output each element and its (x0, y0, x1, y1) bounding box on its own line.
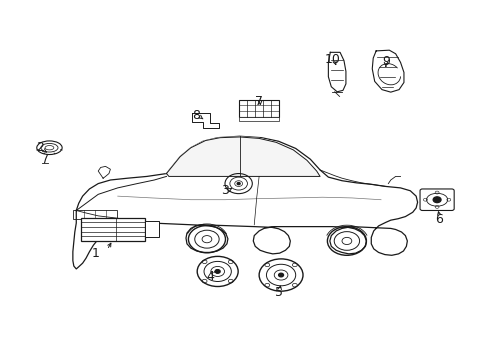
Polygon shape (73, 136, 417, 269)
FancyBboxPatch shape (81, 218, 144, 241)
Text: 1: 1 (92, 247, 100, 260)
Text: 8: 8 (191, 109, 199, 122)
FancyBboxPatch shape (239, 117, 279, 121)
Polygon shape (98, 166, 110, 178)
Polygon shape (371, 50, 403, 92)
Text: 4: 4 (206, 270, 214, 283)
Text: 9: 9 (381, 55, 389, 68)
Text: 5: 5 (274, 287, 282, 300)
Text: 2: 2 (36, 141, 43, 154)
FancyBboxPatch shape (419, 189, 453, 211)
Polygon shape (328, 52, 345, 92)
Circle shape (215, 270, 220, 273)
Circle shape (278, 273, 283, 277)
Text: 7: 7 (255, 95, 263, 108)
Polygon shape (166, 137, 320, 176)
Text: 6: 6 (435, 213, 443, 226)
Circle shape (237, 183, 240, 185)
Text: 10: 10 (324, 53, 340, 66)
FancyBboxPatch shape (239, 100, 279, 117)
Polygon shape (191, 113, 219, 128)
Ellipse shape (37, 141, 62, 154)
FancyBboxPatch shape (144, 221, 159, 237)
Text: 3: 3 (221, 184, 228, 197)
Circle shape (432, 197, 440, 203)
